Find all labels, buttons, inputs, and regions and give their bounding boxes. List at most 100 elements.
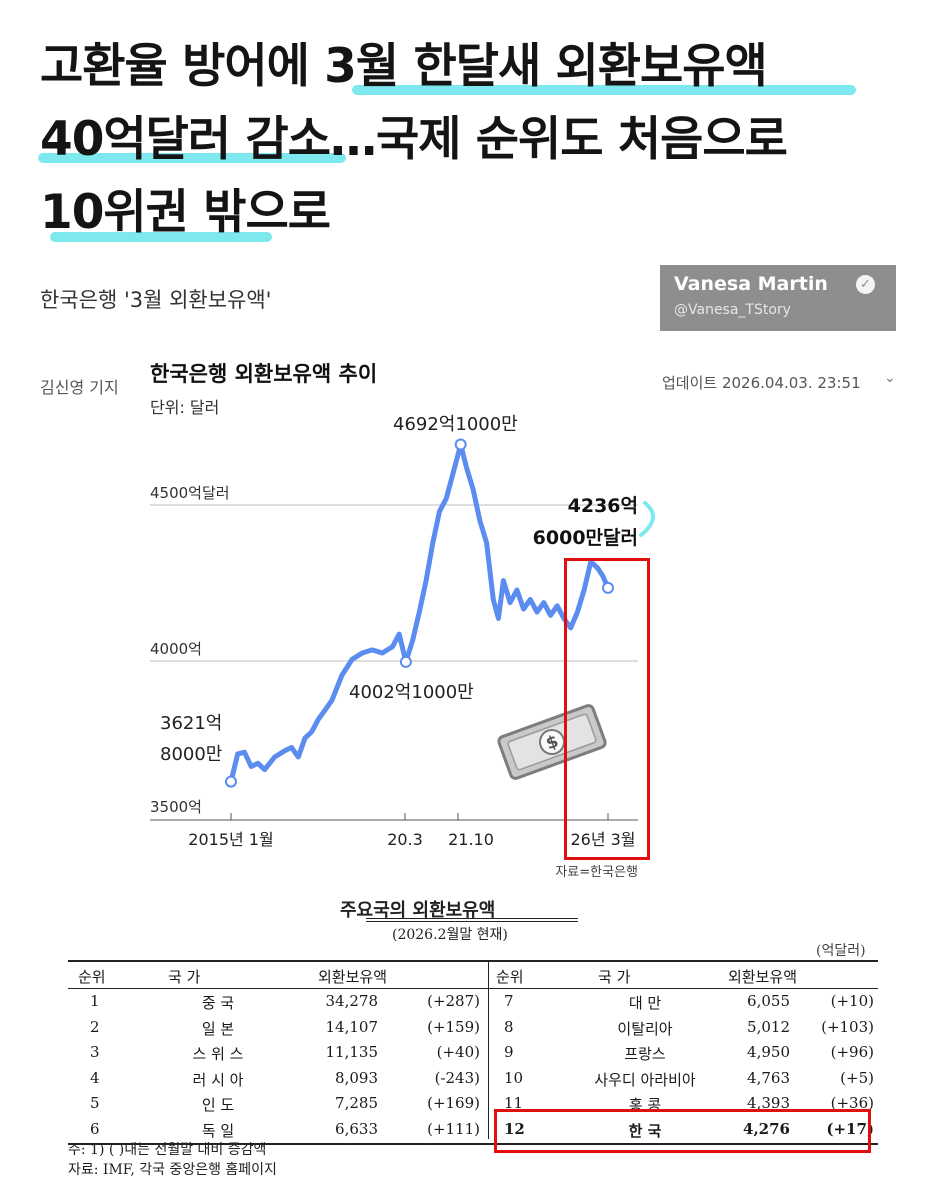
table-cell-rank: 6 <box>90 1119 100 1138</box>
highlight-box-korea <box>494 1109 871 1153</box>
highlight-brace <box>639 501 656 537</box>
ytick-3500: 3500억 <box>150 798 202 816</box>
reserves-table: 순위 국 가 외환보유액 순위 국 가 외환보유액 1 중 국 34,278 (+28… <box>68 960 878 1145</box>
table-note: 주: 1) ( )내는 전월말 대비 증감액 <box>68 1142 267 1158</box>
table-cell-rank: 7 <box>504 992 514 1010</box>
updated-timestamp: 업데이트 2026.04.03. 23:51 <box>662 374 861 392</box>
data-point-marker-0 <box>225 775 237 788</box>
table-cell-value: 4,393 <box>747 1094 790 1112</box>
byline: 김신영 기지 <box>40 378 119 397</box>
table-cell-change: (+10) <box>830 992 874 1010</box>
headline-line-1: 고환율 방어에 3월 한달새 외환보유액 <box>40 39 768 94</box>
table-cell-country: 사우디 아라비아 <box>594 1070 696 1089</box>
table-cell-value: 4,950 <box>747 1043 790 1061</box>
table-cell-rank: 9 <box>504 1043 514 1061</box>
header-rank-right: 순위 <box>496 968 524 986</box>
table-cell-country: 이탈리아 <box>617 1019 673 1038</box>
table-cell-value: 4,276 <box>743 1119 790 1138</box>
table-cell-value: 8,093 <box>335 1068 378 1087</box>
highlight-box-chart <box>564 558 650 860</box>
annotation-end-2: 6000만달러 <box>533 527 638 549</box>
header-reserves-left: 외환보유액 <box>318 968 388 986</box>
table-cell-value: 6,055 <box>747 992 790 1010</box>
header-country-right: 국 가 <box>598 968 631 986</box>
xtick-2020: 20.3 <box>387 830 423 849</box>
chevron-down-icon[interactable]: ⌄ <box>884 370 896 386</box>
table-title: 주요국의 외환보유액 <box>340 900 496 921</box>
table-cell-value: 7,285 <box>335 1094 378 1112</box>
table-cell-rank: 3 <box>90 1043 100 1061</box>
header-country-left: 국 가 <box>168 968 201 986</box>
table-cell-change: (+287) <box>427 992 480 1010</box>
watermark: Vanesa Martin ✓ @Vanesa_TStory <box>660 265 896 331</box>
table-cell-rank: 12 <box>504 1119 525 1138</box>
table-cell-country: 한 국 <box>628 1121 662 1140</box>
table-cell-country: 대 만 <box>628 994 662 1012</box>
ytick-4500: 4500억달러 <box>150 484 230 502</box>
table-date: (2026.2월말 현재) <box>392 927 508 943</box>
table-cell-value: 14,107 <box>325 1017 379 1036</box>
table-cell-change: (+96) <box>830 1043 874 1061</box>
table-cell-change: (+5) <box>840 1068 874 1087</box>
reserves-line-chart: 3500억 4000억 4500억달러 2015년 1월 20.3 21.10 … <box>150 414 656 880</box>
annotation-start-1: 3621억 <box>160 713 222 734</box>
table-cell-rank: 4 <box>90 1068 100 1087</box>
table-cell-change: (+40) <box>436 1043 480 1061</box>
table-cell-change: (+17) <box>826 1119 874 1138</box>
watermark-name: Vanesa Martin <box>674 273 828 295</box>
table-cell-country: 스 위 스 <box>192 1045 244 1063</box>
chart-unit: 단위: 달러 <box>150 398 220 417</box>
data-point-marker-3 <box>602 581 614 594</box>
money-sticker-icon: $ <box>497 704 607 780</box>
table-cell-rank: 5 <box>90 1094 100 1112</box>
table-cell-change: (+169) <box>427 1094 480 1112</box>
table-notes: 주: 1) ( )내는 전월말 대비 증감액 자료: IMF, 각국 중앙은행 … <box>68 1140 277 1180</box>
x-ticks <box>230 813 609 820</box>
header-reserves-right: 외환보유액 <box>728 968 798 986</box>
annotation-dip: 4002억1000만 <box>349 682 474 703</box>
watermark-handle: @Vanesa_TStory <box>674 302 791 318</box>
series-line <box>228 442 611 785</box>
table-cell-country: 프랑스 <box>624 1045 666 1063</box>
xtick-2015: 2015년 1월 <box>188 830 273 849</box>
chart-title: 한국은행 외환보유액 추이 <box>150 362 378 386</box>
table-cell-value: 5,012 <box>747 1017 790 1036</box>
table-cell-value: 6,633 <box>335 1119 378 1138</box>
table-source: 자료: IMF, 각국 중앙은행 홈페이지 <box>68 1162 277 1178</box>
table-cell-rank: 2 <box>90 1017 100 1036</box>
table-cell-country: 인 도 <box>201 1096 235 1114</box>
header-rank-left: 순위 <box>78 968 106 986</box>
table-cell-change: (+36) <box>830 1094 874 1112</box>
chart-source: 자료=한국은행 <box>555 864 638 880</box>
table-cell-value: 4,763 <box>747 1068 790 1087</box>
table-cell-rank: 11 <box>504 1094 524 1112</box>
annotation-peak: 4692억1000만 <box>393 414 518 435</box>
data-point-marker-1 <box>399 655 412 668</box>
marker-layer <box>225 438 614 788</box>
annotation-start-2: 8000만 <box>160 744 222 765</box>
table-cell-value: 34,278 <box>325 992 379 1010</box>
table-cell-change: (+159) <box>427 1017 480 1036</box>
check-badge-icon: ✓ <box>856 275 875 294</box>
table-cell-country: 일 본 <box>201 1019 235 1038</box>
ytick-4000: 4000억 <box>150 640 202 658</box>
table-cell-change: (+111) <box>427 1119 480 1138</box>
xtick-2026: 26년 3월 <box>570 830 635 849</box>
table-cell-rank: 10 <box>504 1068 524 1087</box>
headline: 고환율 방어에 3월 한달새 외환보유액 40억달러 감소…국제 순위도 처음으… <box>38 30 900 249</box>
table-cell-change: (+103) <box>821 1017 874 1036</box>
headline-line-2: 40억달러 감소…국제 순위도 처음으로 <box>40 112 788 167</box>
data-point-marker-2 <box>454 438 467 451</box>
table-cell-country: 러 시 아 <box>192 1070 244 1089</box>
xtick-2021: 21.10 <box>448 830 494 849</box>
annotation-end-1: 4236억 <box>568 495 638 517</box>
table-unit: (억달러) <box>816 943 866 959</box>
table-cell-rank: 8 <box>504 1017 514 1036</box>
headline-line-3: 10위권 밖으로 <box>40 185 331 240</box>
table-title-underline <box>366 918 578 922</box>
table-cell-country: 중 국 <box>201 994 235 1012</box>
table-cell-change: (-243) <box>434 1068 480 1087</box>
table-cell-rank: 1 <box>90 992 100 1010</box>
article-subtitle: 한국은행 '3월 외환보유액' <box>40 288 272 312</box>
table-cell-value: 11,135 <box>325 1043 379 1061</box>
